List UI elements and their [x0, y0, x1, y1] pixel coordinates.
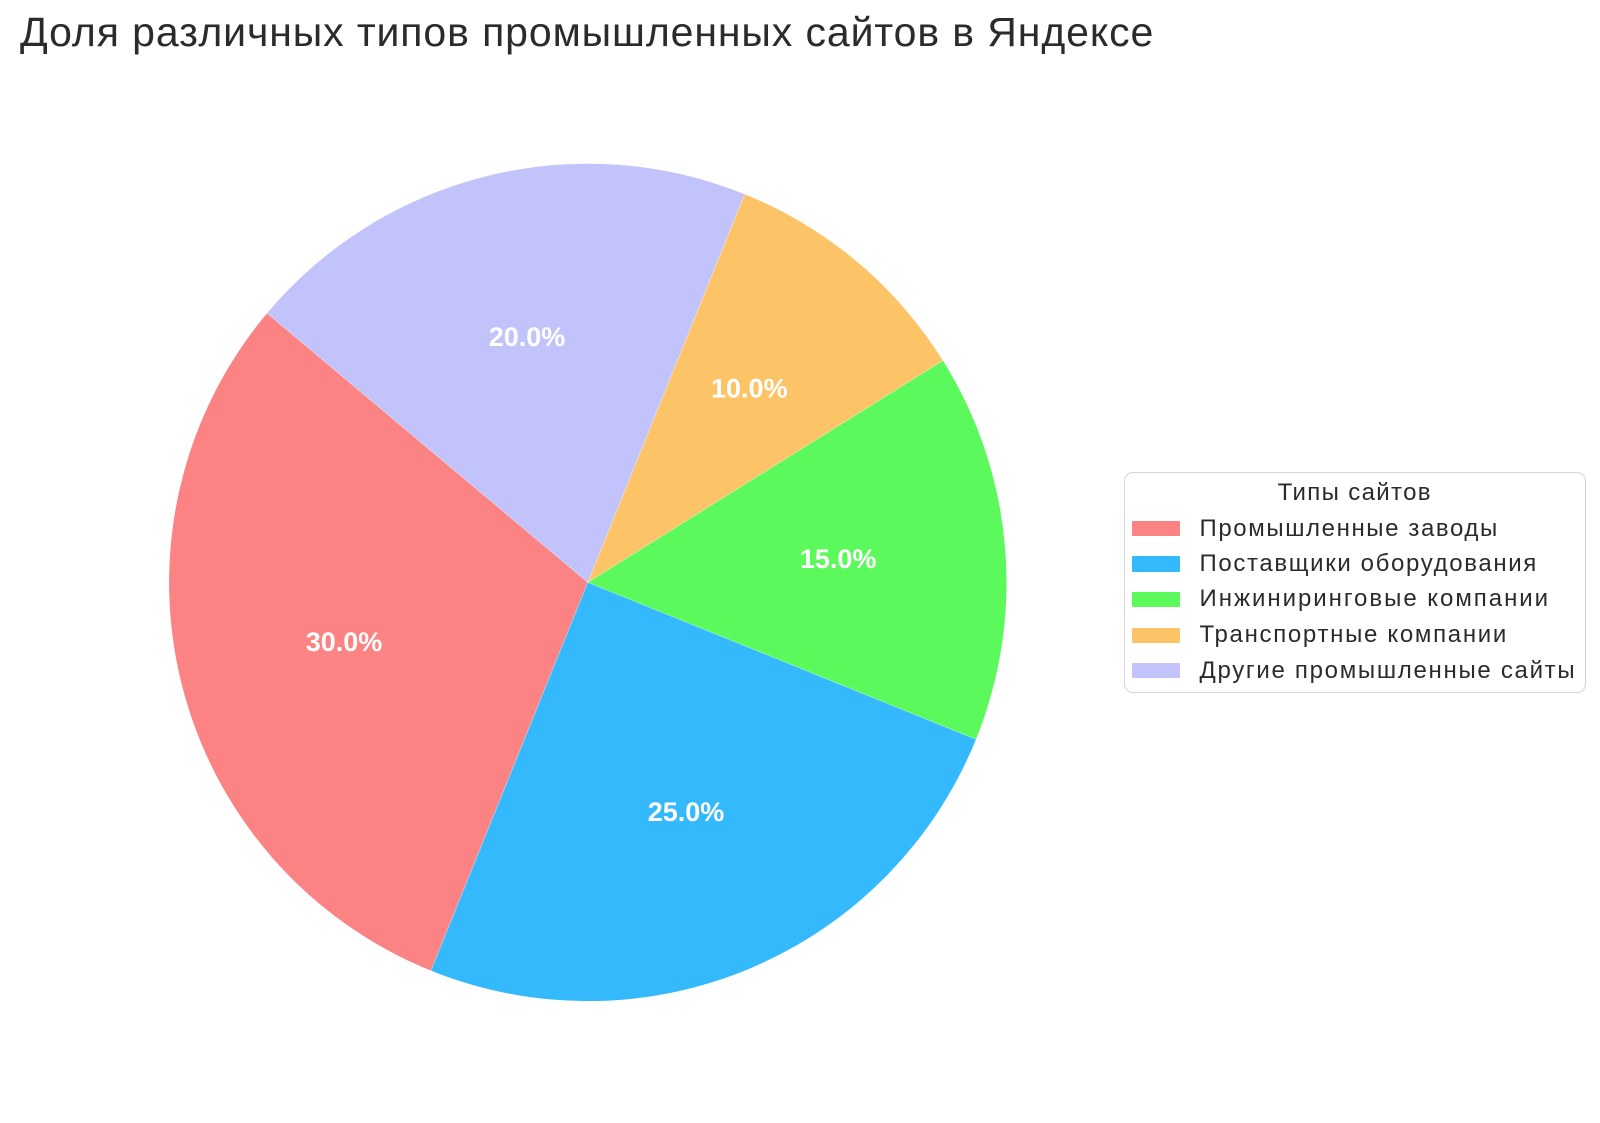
svg-text:25.0%: 25.0%	[648, 797, 725, 827]
svg-text:10.0%: 10.0%	[711, 374, 788, 404]
svg-text:15.0%: 15.0%	[800, 544, 877, 574]
svg-text:30.0%: 30.0%	[306, 627, 383, 657]
svg-text:20.0%: 20.0%	[489, 322, 566, 352]
